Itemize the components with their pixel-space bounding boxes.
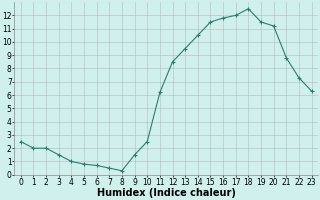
X-axis label: Humidex (Indice chaleur): Humidex (Indice chaleur) bbox=[97, 188, 236, 198]
